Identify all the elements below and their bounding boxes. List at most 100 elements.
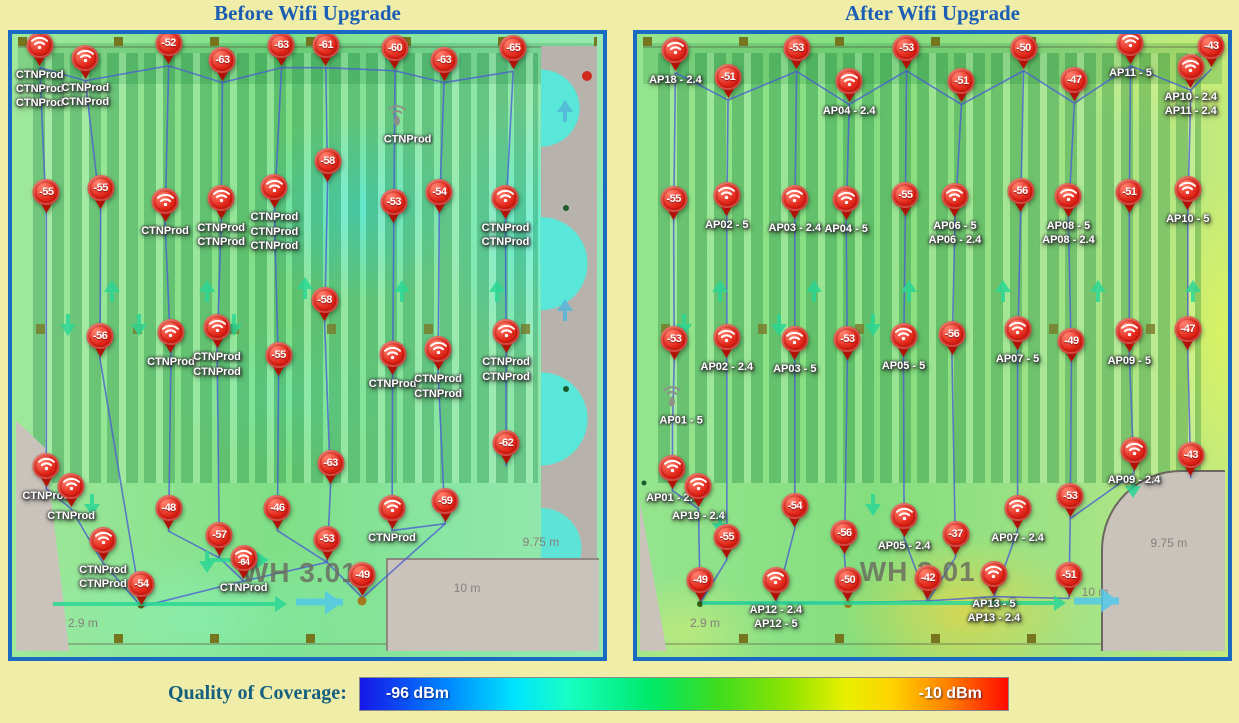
access-point-marker[interactable]: AP08 - 5 AP08 - 2.4 — [1042, 183, 1095, 246]
signal-strength-marker[interactable]: -61 — [312, 34, 340, 68]
signal-strength-marker[interactable]: -54 — [127, 570, 155, 607]
signal-strength-marker[interactable]: -53 — [783, 35, 811, 71]
marker-bubble: -47 — [1060, 67, 1088, 94]
access-point-marker[interactable]: AP09 - 5 — [1108, 318, 1151, 367]
signal-strength-marker[interactable]: -62 — [492, 430, 520, 466]
signal-strength-marker[interactable]: -54 — [781, 492, 809, 529]
signal-strength-marker[interactable]: -53 — [833, 326, 861, 362]
signal-strength-marker[interactable]: -56 — [938, 321, 966, 357]
signal-strength-marker[interactable]: -53 — [313, 526, 341, 562]
access-point-marker[interactable]: AP03 - 5 — [773, 326, 817, 375]
dbm-value: -54 — [134, 577, 149, 590]
access-point-marker[interactable]: CTNProd CTNProd — [61, 44, 109, 108]
signal-strength-marker[interactable]: -46 — [263, 494, 291, 531]
access-point-marker[interactable]: AP07 - 2.4 — [991, 494, 1044, 544]
signal-strength-marker[interactable]: -53 — [1056, 482, 1084, 519]
access-point-marker[interactable]: AP05 - 2.4 — [878, 502, 930, 552]
signal-strength-marker[interactable]: -43 — [1177, 442, 1205, 478]
signal-strength-marker[interactable]: -53 — [892, 34, 920, 71]
signal-strength-marker[interactable]: -50 — [1010, 34, 1037, 71]
antenna-marker[interactable]: CTNProd — [384, 100, 431, 146]
access-point-marker[interactable]: CTNProd — [369, 341, 416, 390]
access-point-marker[interactable]: AP18 - 2.4 — [649, 36, 702, 86]
signal-strength-marker[interactable]: -42 — [914, 564, 942, 601]
access-point-marker[interactable]: AP06 - 5 AP06 - 2.4 — [929, 183, 981, 246]
signal-strength-marker[interactable]: -51 — [714, 64, 742, 100]
access-point-marker[interactable]: CTNProd CTNProd — [197, 184, 245, 248]
signal-strength-marker[interactable]: -58 — [311, 287, 339, 323]
signal-strength-marker[interactable]: -49 — [1057, 328, 1085, 364]
marker-bubble — [491, 184, 519, 211]
signal-strength-marker[interactable]: -55 — [87, 174, 115, 211]
signal-strength-marker[interactable]: -56 — [830, 520, 858, 556]
access-point-marker[interactable]: CTNProd — [47, 472, 95, 522]
signal-strength-marker[interactable]: -55 — [32, 178, 60, 215]
signal-strength-marker[interactable]: -59 — [431, 487, 459, 524]
marker-bubble — [781, 184, 809, 211]
access-point-marker[interactable]: CTNProd CTNProd — [482, 184, 529, 248]
access-point-marker[interactable]: AP03 - 2.4 — [769, 184, 821, 234]
access-point-marker[interactable]: CTNProd CTNProd CTNProd — [16, 34, 64, 109]
signal-strength-marker[interactable]: -55 — [660, 186, 688, 222]
signal-strength-marker[interactable]: -48 — [155, 495, 183, 531]
signal-strength-marker[interactable]: -65 — [499, 35, 527, 71]
access-point-marker[interactable]: -64 CTNProd — [220, 544, 268, 594]
access-point-marker[interactable]: AP10 - 5 — [1166, 176, 1210, 225]
marker-bubble: -53 — [833, 326, 861, 353]
access-point-marker[interactable]: CTNProd — [368, 494, 416, 544]
signal-strength-marker[interactable]: -60 — [381, 34, 409, 71]
top-wall — [642, 37, 1223, 46]
signal-strength-marker[interactable]: -63 — [267, 34, 295, 68]
ap-name-label: AP07 - 5 — [995, 353, 1040, 366]
access-point-marker[interactable]: CTNProd CTNProd — [193, 314, 241, 378]
access-point-marker[interactable]: AP05 - 5 — [882, 322, 925, 372]
wifi-icon — [1009, 321, 1027, 335]
signal-strength-marker[interactable]: -63 — [208, 46, 236, 83]
signal-strength-marker[interactable]: -53 — [380, 188, 408, 225]
access-point-marker[interactable]: AP09 - 2.4 — [1108, 437, 1160, 486]
signal-strength-marker[interactable]: -47 — [1060, 67, 1088, 103]
wifi-icon — [62, 478, 80, 491]
access-point-marker[interactable]: CTNProd — [141, 188, 189, 237]
signal-strength-marker[interactable]: -43 — [1197, 34, 1225, 69]
signal-strength-marker[interactable]: -51 — [1115, 178, 1143, 215]
signal-strength-marker[interactable]: -58 — [314, 148, 342, 184]
access-point-marker[interactable]: AP01 - 2.4 — [646, 454, 699, 504]
access-point-marker[interactable]: AP02 - 2.4 — [701, 324, 753, 373]
access-point-marker[interactable]: AP07 - 5 — [996, 316, 1039, 365]
signal-strength-marker[interactable]: -55 — [713, 523, 741, 560]
signal-strength-marker[interactable]: -37 — [942, 521, 970, 557]
access-point-marker[interactable]: CTNProd — [147, 319, 195, 368]
signal-strength-marker[interactable]: -49 — [686, 566, 714, 603]
access-point-marker[interactable]: AP04 - 2.4 — [823, 68, 875, 117]
signal-strength-marker[interactable]: -49 — [348, 561, 376, 598]
antenna-marker[interactable]: AP01 - 5 — [659, 382, 703, 428]
signal-strength-marker[interactable]: -56 — [1007, 178, 1035, 214]
access-point-marker[interactable]: AP02 - 5 — [705, 181, 749, 231]
access-point-marker[interactable]: AP12 - 2.4 AP12 - 5 — [750, 566, 802, 630]
access-point-marker[interactable]: AP04 - 5 — [824, 186, 868, 235]
signal-strength-marker[interactable]: -55 — [891, 181, 919, 218]
access-point-marker[interactable]: CTNProd CTNProd — [79, 526, 127, 590]
signal-strength-marker[interactable]: -56 — [86, 323, 114, 359]
signal-strength-marker[interactable]: -51 — [1055, 562, 1083, 598]
access-point-marker[interactable]: AP19 - 2.4 — [672, 472, 725, 522]
access-point-marker[interactable]: AP11 - 5 — [1109, 34, 1152, 79]
signal-strength-marker[interactable]: -50 — [834, 566, 862, 603]
signal-strength-marker[interactable]: -47 — [1174, 315, 1202, 352]
signal-strength-marker[interactable]: -57 — [205, 521, 233, 558]
signal-strength-marker[interactable]: -63 — [317, 449, 345, 486]
signal-strength-marker[interactable]: -52 — [155, 34, 183, 66]
access-point-marker[interactable]: CTNProd CTNProd — [482, 319, 530, 383]
access-point-marker[interactable]: CTNProd CTNProd CTNProd — [251, 174, 298, 252]
wifi-icon — [208, 319, 226, 333]
access-point-marker[interactable]: AP13 - 5 AP13 - 2.4 — [968, 560, 1020, 624]
signal-strength-marker[interactable]: -55 — [265, 341, 293, 378]
access-point-marker[interactable]: CTNProd — [22, 452, 70, 502]
signal-strength-marker[interactable]: -53 — [660, 326, 688, 362]
signal-strength-marker[interactable]: -54 — [425, 178, 453, 215]
marker-bubble: -47 — [1174, 315, 1202, 342]
signal-strength-marker[interactable]: -51 — [947, 68, 975, 104]
access-point-marker[interactable]: CTNProd CTNProd — [414, 336, 462, 400]
signal-strength-marker[interactable]: -63 — [430, 46, 458, 83]
